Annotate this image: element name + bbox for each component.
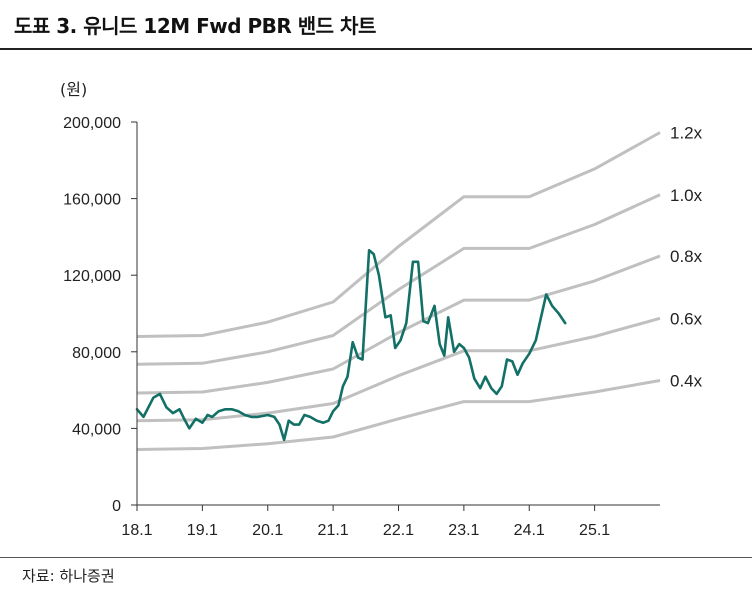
band-labels-layer: 0.4x 0.6x 0.8x 1.0x 1.2x — [670, 124, 703, 391]
band-label-0-6x: 0.6x — [670, 309, 703, 328]
band-line-0-4x — [136, 379, 661, 451]
title-divider — [0, 48, 752, 50]
x-tick-label: 20.1 — [252, 522, 283, 539]
x-tick-label: 25.1 — [579, 522, 610, 539]
x-tick-label: 23.1 — [448, 522, 479, 539]
x-tick-label: 19.1 — [187, 522, 218, 539]
y-tick-label: 160,000 — [63, 192, 121, 209]
y-axis-unit-label: (원) — [60, 80, 87, 99]
chart-title: 도표 3. 유니드 12M Fwd PBR 밴드 차트 — [14, 14, 376, 38]
x-tick-label: 21.1 — [318, 522, 349, 539]
price-line — [135, 249, 567, 442]
band-label-1-2x: 1.2x — [670, 124, 703, 143]
price-layer — [135, 249, 567, 442]
x-tick-label: 18.1 — [121, 522, 152, 539]
y-tick-label: 120,000 — [63, 268, 121, 285]
bands-layer — [136, 131, 661, 451]
band-label-0-8x: 0.8x — [670, 247, 703, 266]
y-tick-label: 40,000 — [72, 421, 121, 438]
band-line-1-2x — [136, 131, 661, 338]
band-line-0-8x — [136, 254, 661, 395]
x-tick-label: 24.1 — [514, 522, 545, 539]
axes-layer: 0 40,000 80,000 120,000 160,000 200,000 18.1 19… — [63, 115, 660, 539]
band-line-0-6x — [136, 316, 661, 423]
band-line-1-0x — [136, 193, 661, 366]
y-tick-label: 200,000 — [63, 115, 121, 132]
band-label-1-0x: 1.0x — [670, 186, 703, 205]
x-tick-label: 22.1 — [383, 522, 414, 539]
source-divider — [0, 557, 752, 558]
y-tick-label: 0 — [112, 498, 121, 515]
y-tick-label: 80,000 — [72, 345, 121, 362]
source-note: 자료: 하나증권 — [22, 567, 115, 585]
band-label-0-4x: 0.4x — [670, 372, 703, 391]
